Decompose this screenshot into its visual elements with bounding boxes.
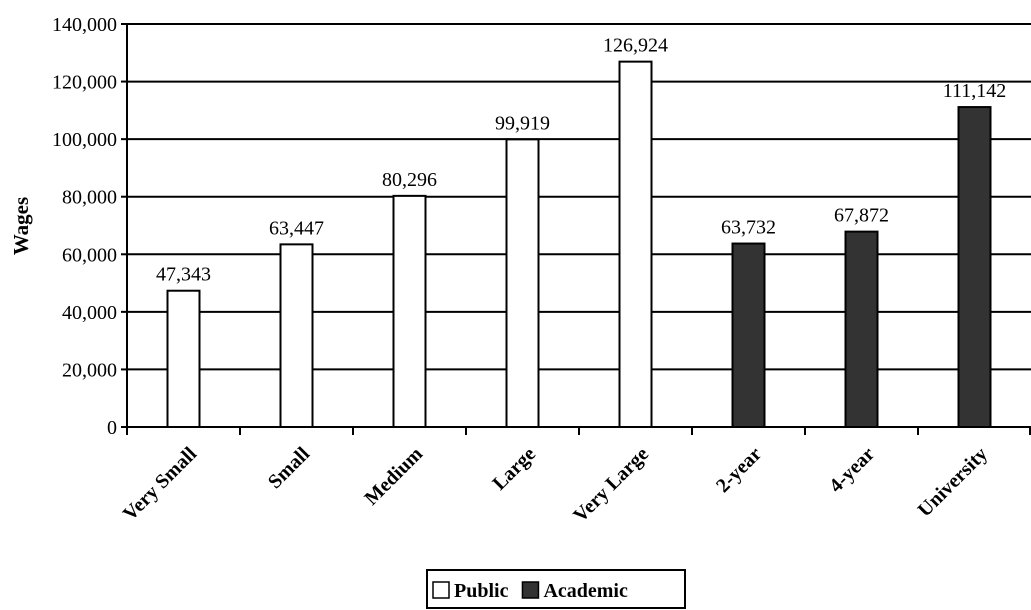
y-tick-label: 20,000 [62, 359, 117, 381]
y-tick-label: 60,000 [62, 244, 117, 266]
bar-academic [731, 242, 766, 428]
legend-swatch-academic [521, 581, 540, 599]
data-label: 63,447 [269, 217, 324, 239]
data-label: 63,732 [721, 217, 776, 239]
data-label: 47,343 [156, 264, 211, 286]
x-category-label: 2-year [712, 443, 766, 497]
bars [166, 60, 992, 429]
data-label: 80,296 [382, 169, 437, 191]
y-tick-label: 140,000 [52, 14, 117, 36]
y-tick-label: 80,000 [62, 187, 117, 209]
x-category-label: Large [488, 443, 540, 495]
data-labels: 47,343 63,447 80,296 99,919 126,924 63,732 67,… [156, 35, 1006, 286]
legend-swatch-public [432, 581, 450, 599]
y-tick-label: 100,000 [52, 129, 117, 151]
data-label: 126,924 [603, 35, 668, 57]
data-label: 111,142 [943, 80, 1007, 102]
bar-academic [844, 230, 879, 428]
y-axis-title: Wages [9, 197, 33, 255]
legend-box [426, 569, 686, 609]
bar-public [505, 138, 540, 429]
y-tick-label: 0 [107, 417, 117, 439]
x-category-label: Very Small [119, 443, 202, 526]
y-tick-label: 120,000 [52, 72, 117, 94]
bar-academic [957, 106, 992, 428]
x-category-label: 4-year [825, 443, 879, 497]
x-category-label: Small [264, 443, 314, 493]
legend: Public Academic [426, 569, 686, 609]
gridlines [127, 23, 1031, 371]
y-tick-label: 40,000 [62, 302, 117, 324]
data-label: 99,919 [495, 112, 550, 134]
legend-label-public: Public [454, 580, 509, 602]
bar-public [166, 289, 201, 428]
bar-public [392, 194, 427, 428]
x-category-label: Medium [360, 443, 427, 510]
x-category-label: Very Large [569, 443, 653, 527]
x-category-label: University [914, 443, 992, 521]
legend-label-academic: Academic [543, 580, 628, 602]
bar-public [279, 243, 314, 428]
bar-public [618, 60, 653, 429]
data-label: 67,872 [834, 205, 889, 227]
